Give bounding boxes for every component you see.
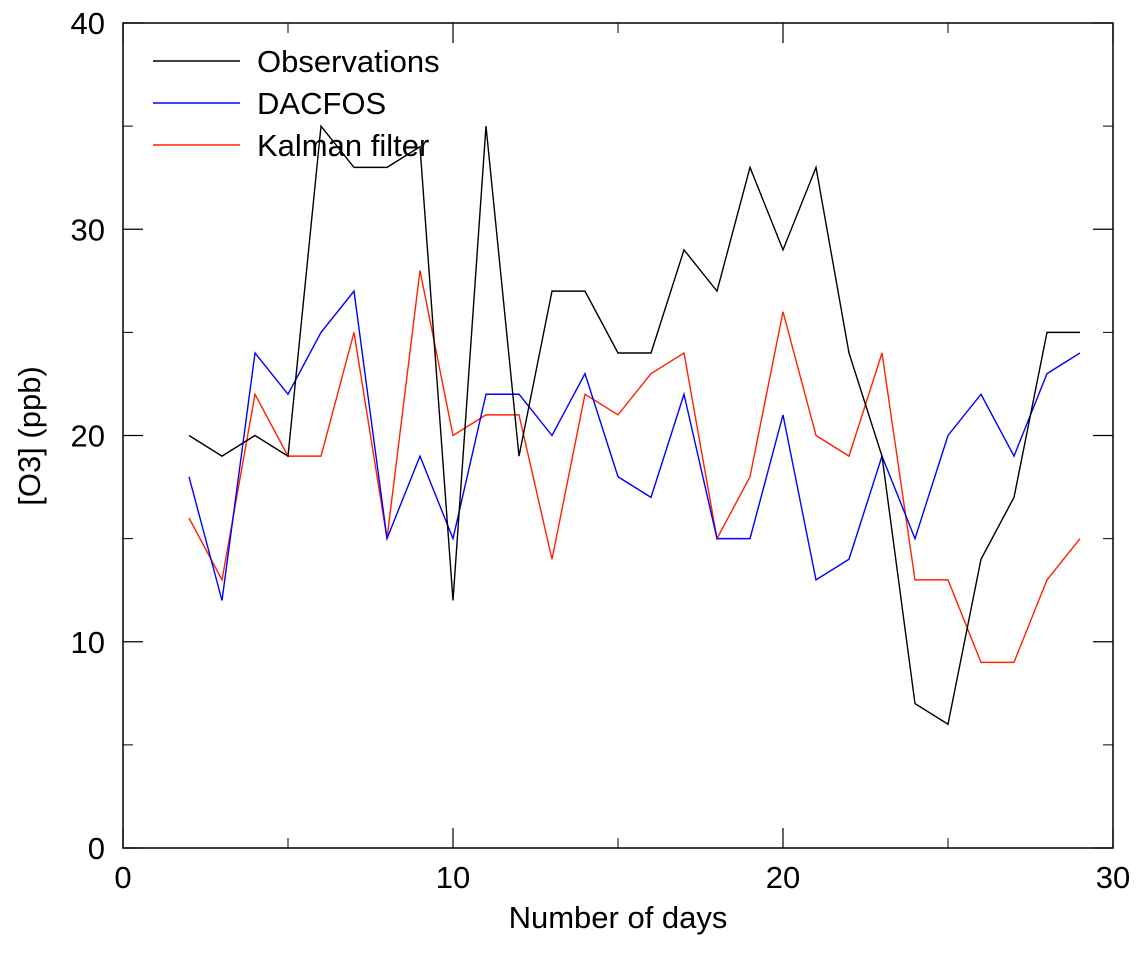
series-line-kalman-filter xyxy=(188,270,1081,664)
legend-label-observations: Observations xyxy=(257,44,440,79)
x-axis-title: Number of days xyxy=(509,900,728,935)
y-axis-title: [O3] (ppb) xyxy=(12,366,47,506)
y-tick-label: 30 xyxy=(71,212,105,247)
y-tick-label: 10 xyxy=(71,625,105,660)
x-tick-label: 10 xyxy=(436,860,470,895)
x-tick-label: 20 xyxy=(766,860,800,895)
legend: Observations DACFOS Kalman filter xyxy=(153,44,440,163)
series-line-observations xyxy=(188,124,1080,726)
x-tick-label: 30 xyxy=(1096,860,1130,895)
x-tick-label: 0 xyxy=(114,860,131,895)
legend-label-dacfos: DACFOS xyxy=(257,86,386,121)
series-line-dacfos xyxy=(188,289,1081,601)
y-tick-label: 0 xyxy=(88,831,105,866)
series-lines xyxy=(188,124,1081,726)
y-tick-label: 20 xyxy=(71,419,105,454)
axis-ticks: 0 10 20 30 0 10 20 30 40 xyxy=(71,6,1131,895)
legend-label-kalman-filter: Kalman filter xyxy=(257,128,429,163)
y-tick-label: 40 xyxy=(71,6,105,41)
